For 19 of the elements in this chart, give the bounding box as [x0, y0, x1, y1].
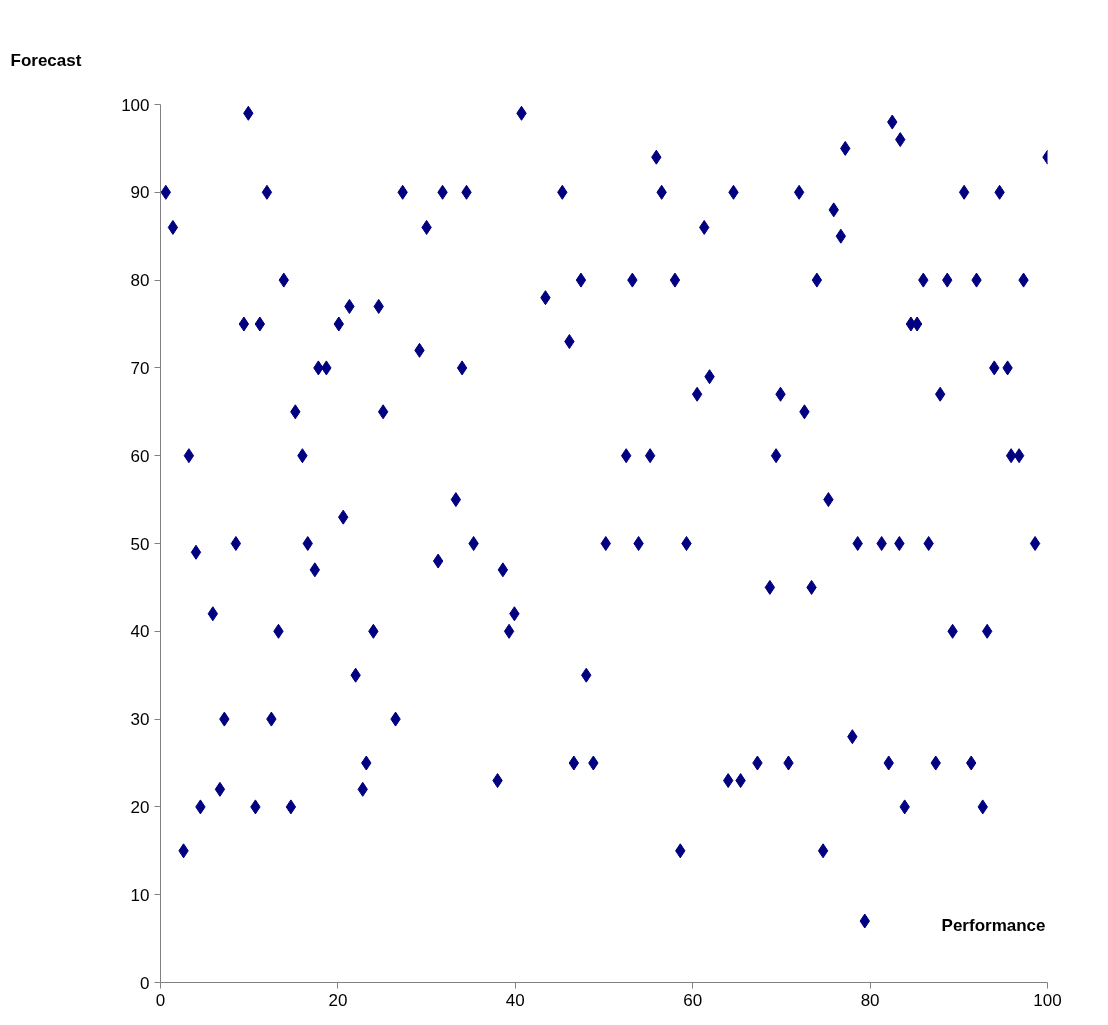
- x-tick-label: 100: [1033, 990, 1062, 1010]
- y-tick-label: 100: [121, 95, 150, 115]
- y-tick-label: 60: [130, 446, 150, 466]
- x-tick-label: 80: [860, 990, 880, 1010]
- y-tick-label: 70: [130, 358, 150, 378]
- y-tick-label: 0: [140, 973, 150, 993]
- x-tick-label: 40: [505, 990, 525, 1010]
- y-tick-label: 50: [130, 534, 150, 554]
- x-tick-label: 0: [155, 990, 166, 1010]
- x-axis-title: Performance: [941, 915, 1046, 935]
- y-axis-title: Forecast: [10, 50, 82, 70]
- y-tick-label: 80: [130, 271, 150, 291]
- y-tick-label: 10: [130, 885, 150, 905]
- x-tick-label: 60: [683, 990, 703, 1010]
- y-tick-label: 20: [130, 797, 150, 817]
- y-tick-label: 30: [130, 710, 150, 730]
- y-tick-label: 90: [130, 183, 150, 203]
- y-tick-label: 40: [130, 622, 150, 642]
- x-tick-label: 20: [328, 990, 348, 1010]
